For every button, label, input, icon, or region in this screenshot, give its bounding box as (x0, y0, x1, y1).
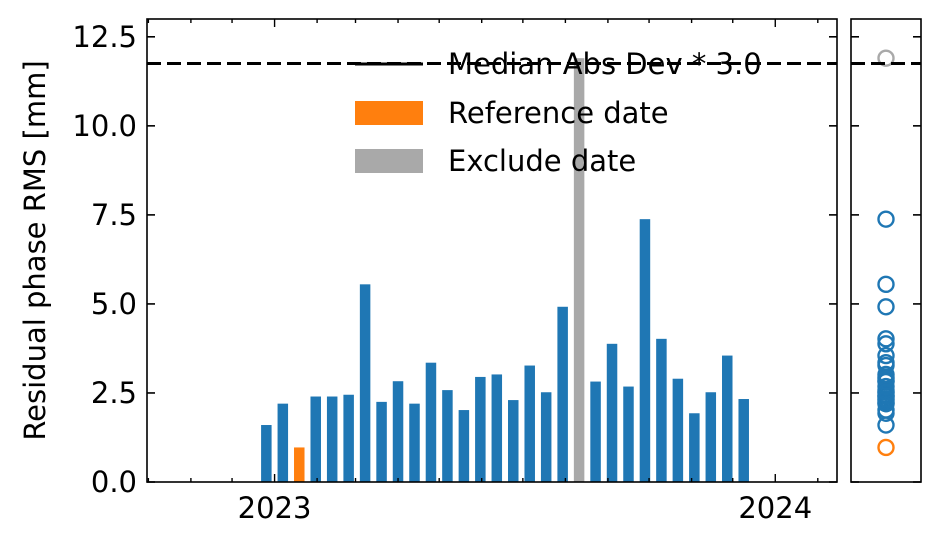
bar-normal-9 (409, 403, 420, 482)
bar-normal-7 (376, 401, 387, 482)
y-tick-label: 7.5 (91, 198, 137, 232)
y-tick-label: 12.5 (72, 20, 137, 54)
bar-series (261, 58, 749, 483)
bar-normal-14 (491, 374, 503, 482)
bar-normal-11 (442, 390, 453, 482)
bar-normal-26 (689, 413, 700, 482)
legend-exclude-swatch (355, 149, 423, 173)
main-axis-ticks: 0.0 2.5 5.0 7.5 10.0 12.5 2023 2024 (72, 19, 837, 525)
bar-normal-29 (738, 399, 749, 482)
point-normal-22 (877, 377, 895, 396)
bar-normal-23 (639, 219, 651, 482)
bar-normal-8 (392, 381, 404, 482)
bar-normal-10 (425, 362, 437, 482)
legend-label-exclude: Exclude date (448, 144, 636, 178)
x-tick-label: 2024 (738, 491, 812, 525)
y-tick-label: 5.0 (91, 287, 137, 321)
bar-normal-5 (343, 394, 354, 482)
point-reference-2 (877, 438, 895, 457)
point-exclude-19 (877, 49, 895, 67)
bar-normal-12 (458, 410, 470, 482)
bar-normal-22 (623, 386, 634, 482)
legend-reference-swatch (355, 101, 423, 125)
bar-normal-13 (475, 376, 486, 482)
main-plot: 0.0 2.5 5.0 7.5 10.0 12.5 2023 2024 (72, 18, 838, 525)
side-plot (850, 18, 922, 483)
bar-normal-20 (590, 381, 601, 482)
bar-normal-3 (310, 396, 321, 482)
legend-label-threshold: Median Abs Dev * 3.0 (448, 47, 762, 81)
bar-reference-2 (294, 447, 305, 482)
y-tick-label: 2.5 (91, 376, 137, 410)
main-plot-frame (146, 18, 838, 483)
bar-normal-24 (656, 338, 667, 482)
legend: Median Abs Dev * 3.0 Reference date Excl… (355, 47, 762, 178)
bar-normal-28 (722, 355, 733, 482)
point-normal-28 (877, 346, 895, 365)
scatter-series (877, 49, 895, 457)
point-normal-29 (877, 390, 895, 408)
point-normal-25 (877, 370, 895, 388)
y-tick-label: 0.0 (91, 465, 137, 499)
bar-normal-27 (705, 392, 717, 482)
bar-normal-1 (277, 403, 289, 482)
y-tick-label: 10.0 (72, 109, 137, 143)
bar-normal-16 (524, 365, 535, 482)
point-normal-24 (877, 330, 895, 348)
bar-normal-0 (261, 425, 272, 482)
bar-normal-18 (557, 306, 568, 482)
side-plot-frame (850, 18, 922, 483)
point-normal-21 (877, 335, 895, 353)
bar-normal-4 (326, 396, 338, 482)
bar-normal-15 (508, 400, 519, 482)
bar-normal-21 (606, 343, 618, 482)
bar-normal-25 (672, 378, 684, 482)
bar-normal-6 (359, 284, 371, 482)
legend-label-reference: Reference date (448, 96, 669, 130)
point-normal-6 (877, 275, 895, 294)
y-axis-label: Residual phase RMS [mm] (18, 60, 52, 440)
point-normal-27 (877, 383, 895, 401)
bar-normal-17 (540, 392, 552, 482)
bar-exclude-19 (573, 58, 585, 483)
x-tick-label: 2023 (238, 491, 312, 525)
point-normal-18 (877, 298, 895, 316)
point-normal-23 (877, 210, 895, 228)
